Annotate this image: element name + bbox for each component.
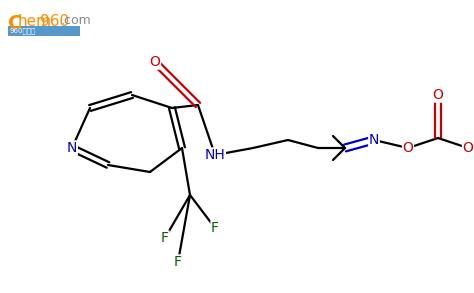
Text: O: O	[433, 88, 444, 102]
Text: .com: .com	[61, 14, 92, 27]
Text: C: C	[8, 14, 22, 33]
Text: O: O	[402, 141, 413, 155]
Text: hem: hem	[18, 14, 52, 29]
Text: N: N	[369, 133, 379, 147]
Text: F: F	[174, 255, 182, 269]
Text: 960化工网: 960化工网	[10, 28, 36, 34]
Text: NH: NH	[205, 148, 225, 162]
FancyBboxPatch shape	[8, 26, 80, 36]
Text: O: O	[150, 55, 160, 69]
Text: F: F	[161, 231, 169, 245]
Text: O: O	[463, 141, 474, 155]
Text: F: F	[211, 221, 219, 235]
Text: N: N	[67, 141, 77, 155]
Text: 960: 960	[40, 14, 69, 29]
